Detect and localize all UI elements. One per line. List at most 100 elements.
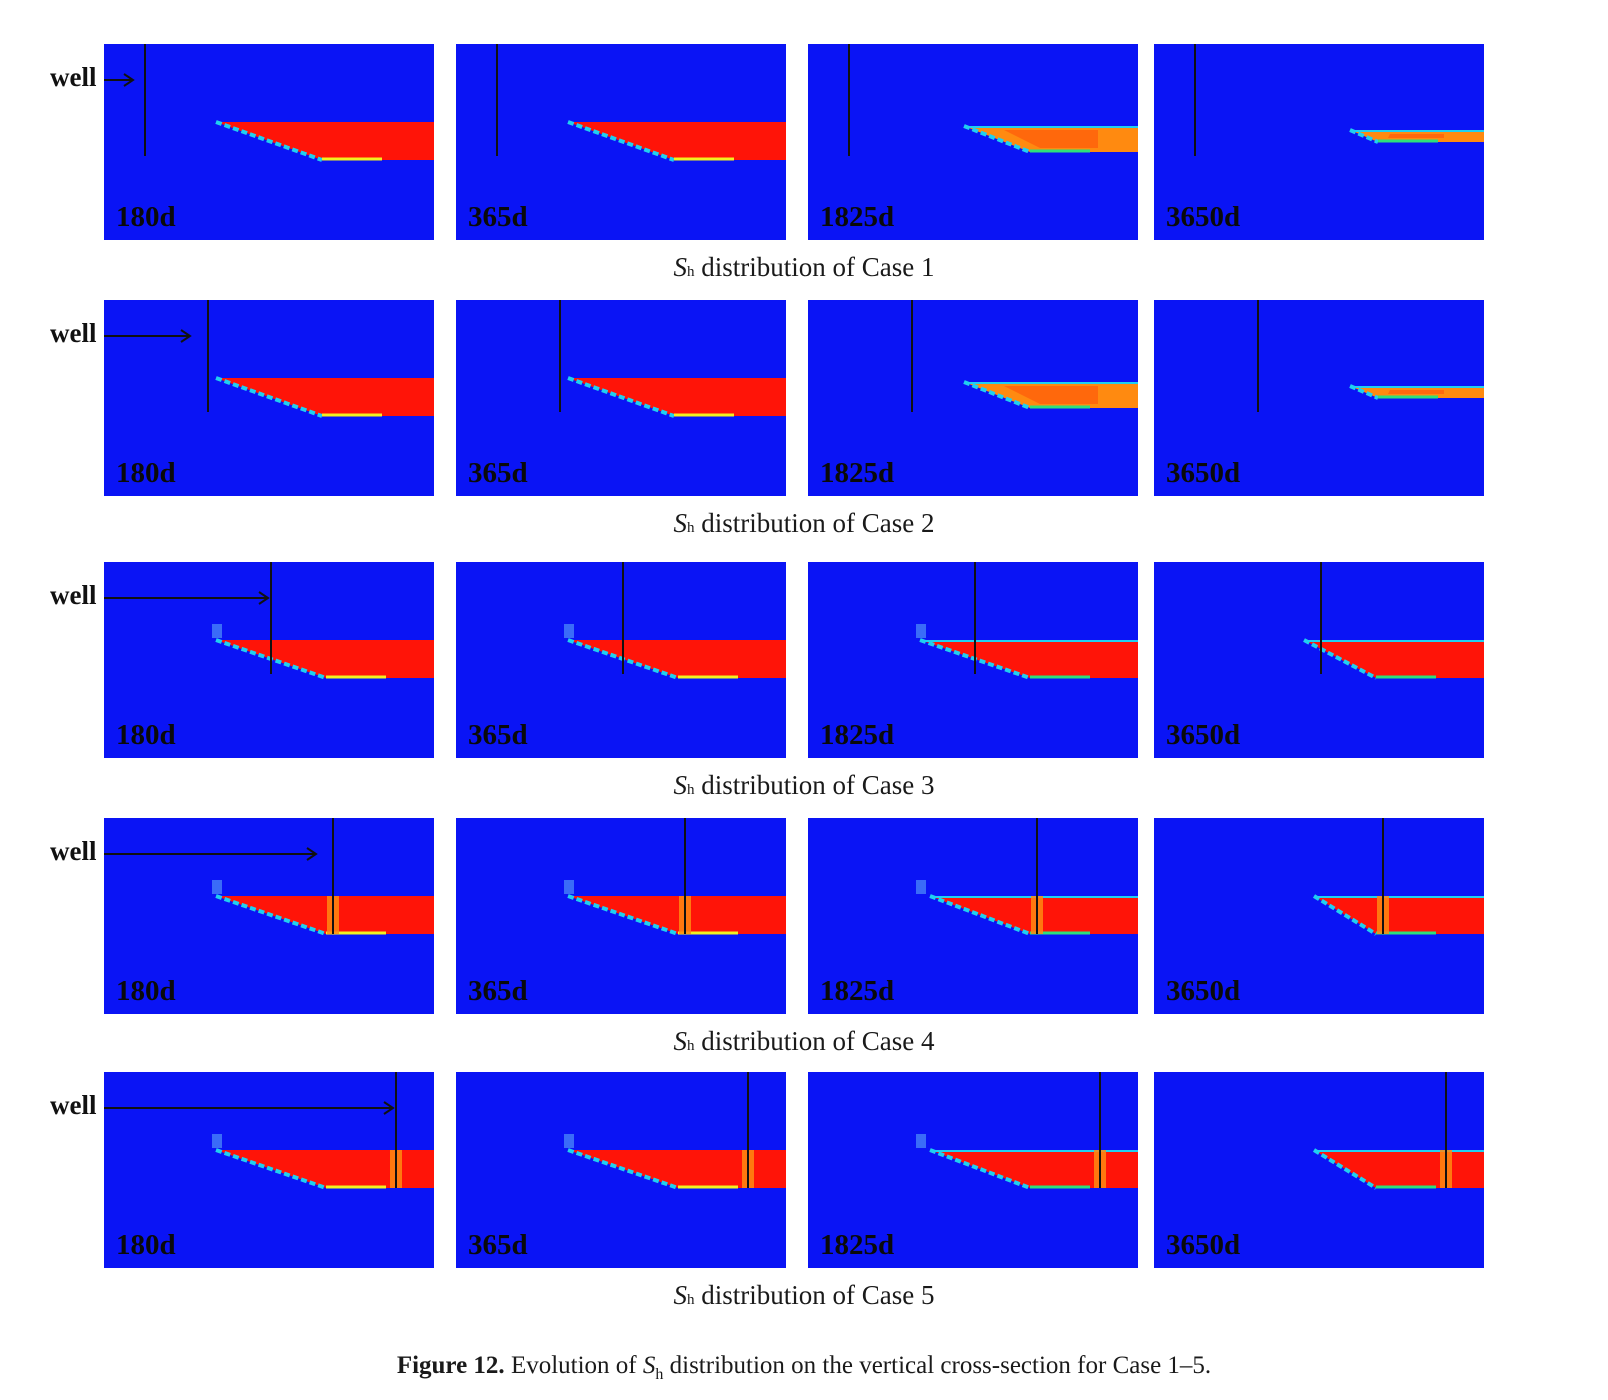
time-label: 3650d bbox=[1166, 975, 1241, 1007]
sh-field bbox=[456, 44, 786, 240]
dissociation-front bbox=[215, 120, 323, 162]
case-caption-subscript: h bbox=[687, 1038, 695, 1054]
sh-panel: 1825d bbox=[808, 562, 1138, 758]
hydrate-zone bbox=[1304, 640, 1484, 678]
case-caption: Sh distribution of Case 5 bbox=[0, 1280, 1608, 1311]
hydrate-zone bbox=[930, 1150, 1138, 1188]
sh-field bbox=[104, 1072, 434, 1268]
dissociation-front bbox=[1312, 1148, 1378, 1190]
well-label: well bbox=[50, 836, 97, 866]
time-label: 3650d bbox=[1166, 457, 1241, 489]
sh-panel: 180d bbox=[104, 562, 434, 758]
case-caption-subscript: h bbox=[687, 782, 695, 798]
sh-field bbox=[1154, 300, 1484, 496]
dissociation-front bbox=[963, 124, 1031, 154]
sh-panel: 180d bbox=[104, 300, 434, 496]
time-label: 365d bbox=[468, 201, 528, 233]
well-label: well bbox=[50, 1090, 97, 1120]
sh-field bbox=[104, 818, 434, 1014]
case-number: 1 bbox=[920, 252, 935, 282]
case-caption-symbol: S bbox=[673, 770, 688, 800]
sh-field bbox=[104, 300, 434, 496]
sh-field bbox=[456, 1072, 786, 1268]
time-label: 1825d bbox=[820, 201, 895, 233]
marker-block bbox=[564, 880, 574, 894]
sh-panel: 3650d bbox=[1154, 300, 1484, 496]
marker-block bbox=[212, 880, 222, 894]
sh-field bbox=[1154, 44, 1484, 240]
sh-field bbox=[1154, 1072, 1484, 1268]
sh-field bbox=[104, 44, 434, 240]
dissociation-front bbox=[567, 120, 675, 162]
dissociation-front bbox=[1312, 894, 1378, 936]
time-label: 180d bbox=[116, 719, 176, 751]
figure-caption: Figure 12. Evolution of Sh distribution … bbox=[0, 1352, 1608, 1384]
case-caption-subscript: h bbox=[687, 264, 695, 280]
well-arrow bbox=[104, 591, 270, 605]
marker-block bbox=[916, 624, 926, 638]
sh-panel: 180d bbox=[104, 1072, 434, 1268]
case-caption-symbol: S bbox=[673, 252, 688, 282]
sh-panel: 365d bbox=[456, 1072, 786, 1268]
time-label: 180d bbox=[116, 201, 176, 233]
sh-panel: 3650d bbox=[1154, 1072, 1484, 1268]
sh-field bbox=[104, 562, 434, 758]
case-caption-subscript: h bbox=[687, 520, 695, 536]
marker-block bbox=[212, 624, 222, 638]
dissociation-front bbox=[1303, 638, 1377, 680]
sh-field bbox=[808, 818, 1138, 1014]
well-label: well bbox=[50, 62, 97, 92]
case-caption: Sh distribution of Case 4 bbox=[0, 1026, 1608, 1057]
marker-block bbox=[564, 1134, 574, 1148]
marker-block bbox=[564, 624, 574, 638]
time-label: 180d bbox=[116, 975, 176, 1007]
time-label: 180d bbox=[116, 1229, 176, 1261]
time-label: 365d bbox=[468, 457, 528, 489]
figure-caption-before: Evolution of bbox=[510, 1352, 637, 1379]
time-label: 365d bbox=[468, 1229, 528, 1261]
hydrate-zone bbox=[216, 122, 434, 160]
sh-field bbox=[808, 44, 1138, 240]
hydrate-zone bbox=[568, 1150, 786, 1188]
well-label: well bbox=[50, 318, 97, 348]
hydrate-core bbox=[1004, 386, 1098, 404]
case-number: 3 bbox=[920, 770, 935, 800]
case-caption-subscript: h bbox=[687, 1292, 695, 1308]
hydrate-core bbox=[1388, 390, 1444, 394]
dissociation-front bbox=[567, 376, 675, 418]
time-label: 1825d bbox=[820, 457, 895, 489]
case-number: 2 bbox=[920, 508, 935, 538]
time-label: 180d bbox=[116, 457, 176, 489]
case-caption-symbol: S bbox=[673, 1026, 688, 1056]
case-number: 5 bbox=[920, 1280, 935, 1310]
hydrate-zone bbox=[216, 378, 434, 416]
time-label: 3650d bbox=[1166, 201, 1241, 233]
well-arrow bbox=[104, 329, 192, 343]
time-label: 1825d bbox=[820, 975, 895, 1007]
sh-field bbox=[1154, 818, 1484, 1014]
figure-caption-subscript: h bbox=[655, 1366, 664, 1383]
hydrate-zone bbox=[1314, 896, 1484, 934]
marker-block bbox=[916, 1134, 926, 1148]
sh-field bbox=[808, 562, 1138, 758]
figure-caption-symbol: S bbox=[642, 1352, 656, 1379]
dissociation-front bbox=[215, 376, 323, 418]
hydrate-zone bbox=[568, 378, 786, 416]
sh-field bbox=[456, 818, 786, 1014]
hydrate-zone bbox=[568, 896, 786, 934]
hydrate-zone bbox=[216, 896, 434, 934]
sh-panel: 365d bbox=[456, 818, 786, 1014]
case-number: 4 bbox=[920, 1026, 935, 1056]
sh-panel: 3650d bbox=[1154, 44, 1484, 240]
hydrate-core bbox=[1388, 134, 1444, 138]
time-label: 365d bbox=[468, 719, 528, 751]
case-caption-text: distribution of Case bbox=[701, 252, 915, 282]
sh-panel: 180d bbox=[104, 44, 434, 240]
time-label: 1825d bbox=[820, 1229, 895, 1261]
well-arrow bbox=[104, 847, 318, 861]
time-label: 3650d bbox=[1166, 719, 1241, 751]
figure-caption-after: distribution on the vertical cross-secti… bbox=[669, 1352, 1212, 1379]
sh-panel: 3650d bbox=[1154, 562, 1484, 758]
sh-field bbox=[1154, 562, 1484, 758]
